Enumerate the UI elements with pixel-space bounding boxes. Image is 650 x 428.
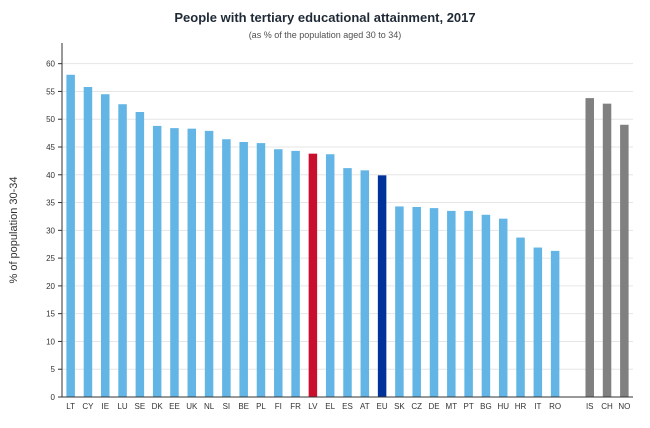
x-tick-label: NL	[204, 402, 215, 411]
bar-ro	[550, 250, 560, 397]
bar-it	[533, 247, 543, 397]
axes-layer: 0 5 10 15 20 25 30 35 40 45 50 55 60 LT CY IE LU SE DK EE UK…	[46, 43, 633, 411]
y-tick-label: 35	[46, 199, 55, 208]
bar-at	[360, 170, 370, 397]
x-tick-label: PT	[464, 402, 474, 411]
y-tick-label: 40	[46, 171, 55, 180]
bar-ch	[602, 103, 612, 398]
x-tick-label: CH	[601, 402, 613, 411]
y-tick-label: 50	[46, 115, 55, 124]
y-tick-label: 55	[46, 87, 55, 96]
x-tick-label: IE	[101, 402, 109, 411]
x-tick-label: LU	[117, 402, 127, 411]
bar-lv	[308, 153, 318, 397]
x-tick-label: FI	[275, 402, 282, 411]
x-tick-label: LT	[66, 402, 75, 411]
x-tick-label: RO	[549, 402, 561, 411]
x-tick-label: EU	[377, 402, 388, 411]
bar-lt	[66, 74, 75, 398]
bar-es	[343, 168, 352, 397]
bar-ee	[170, 128, 179, 397]
bar-si	[222, 139, 231, 397]
y-tick-label: 0	[51, 393, 56, 402]
y-tick-label: 20	[46, 282, 55, 291]
bar-fi	[274, 149, 283, 397]
bar-be	[239, 142, 248, 397]
chart-title: People with tertiary educational attainm…	[174, 10, 476, 25]
bar-el	[325, 154, 335, 397]
x-tick-label: ES	[342, 402, 353, 411]
bar-no	[620, 124, 629, 398]
bar-cy	[83, 87, 93, 397]
x-tick-label: HU	[497, 402, 509, 411]
x-tick-label: IS	[586, 402, 594, 411]
bar-se	[135, 112, 145, 397]
bar-dk	[152, 125, 162, 397]
bar-lu	[118, 104, 127, 397]
x-tick-label: NO	[618, 402, 630, 411]
chart-subtitle: (as % of the population aged 30 to 34)	[248, 30, 402, 40]
x-tick-label: CY	[82, 402, 94, 411]
x-tick-label: MT	[446, 402, 458, 411]
bar-uk	[187, 128, 197, 397]
x-tick-label: EE	[169, 402, 180, 411]
x-tick-label: BE	[238, 402, 249, 411]
bar-pt	[464, 210, 473, 397]
bar-bg	[481, 214, 491, 397]
bar-sk	[395, 206, 404, 397]
bar-eu	[377, 175, 387, 397]
x-tick-label: UK	[186, 402, 198, 411]
y-tick-label: 30	[46, 226, 55, 235]
bar-hu	[498, 218, 508, 397]
x-tick-label: BG	[480, 402, 492, 411]
x-tick-label: SI	[223, 402, 231, 411]
x-tick-label: IT	[534, 402, 541, 411]
x-tick-label: EL	[325, 402, 335, 411]
x-tick-label: CZ	[411, 402, 422, 411]
bar-is	[585, 98, 594, 397]
x-tick-label: SK	[394, 402, 405, 411]
y-tick-label: 45	[46, 143, 55, 152]
bars-layer	[66, 74, 629, 398]
bar-cz	[412, 207, 421, 397]
bar-mt	[447, 210, 456, 397]
x-tick-label: LV	[308, 402, 318, 411]
y-tick-label: 10	[46, 337, 55, 346]
x-tick-label: SE	[135, 402, 146, 411]
x-tick-label: HR	[515, 402, 527, 411]
bar-hr	[516, 237, 525, 397]
y-tick-label: 60	[46, 60, 55, 69]
x-tick-label: FR	[290, 402, 301, 411]
x-tick-label: DK	[152, 402, 164, 411]
bar-de	[429, 208, 439, 397]
x-tick-label: AT	[360, 402, 370, 411]
bar-fr	[291, 150, 300, 397]
bar-ie	[101, 94, 110, 397]
x-tick-label: DE	[428, 402, 439, 411]
x-tick-label: PL	[256, 402, 266, 411]
bar-pl	[256, 143, 266, 397]
y-tick-label: 5	[51, 365, 56, 374]
y-tick-label: 15	[46, 310, 55, 319]
bar-nl	[204, 130, 214, 397]
y-tick-label: 25	[46, 254, 55, 263]
